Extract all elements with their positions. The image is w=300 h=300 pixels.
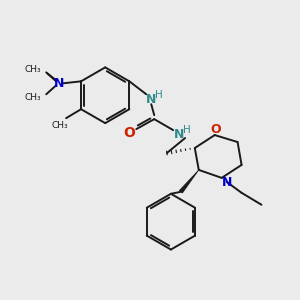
Text: N: N	[146, 93, 156, 106]
Text: CH₃: CH₃	[52, 121, 68, 130]
Polygon shape	[179, 170, 199, 193]
Text: N: N	[174, 128, 184, 141]
Text: H: H	[155, 90, 163, 100]
Text: CH₃: CH₃	[25, 93, 41, 102]
Text: CH₃: CH₃	[25, 65, 41, 74]
Text: O: O	[210, 123, 221, 136]
Text: N: N	[221, 176, 232, 189]
Text: N: N	[54, 77, 64, 90]
Text: O: O	[123, 126, 135, 140]
Text: H: H	[183, 125, 191, 135]
